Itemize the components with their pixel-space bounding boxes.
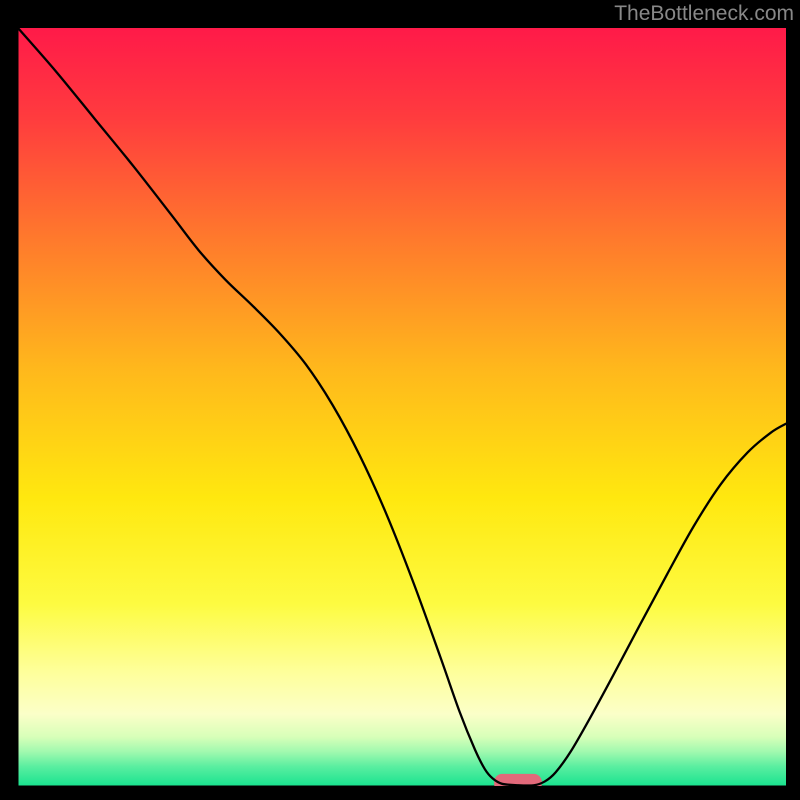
- chart-background: [18, 28, 786, 786]
- bottleneck-chart: [18, 28, 786, 786]
- watermark-text: TheBottleneck.com: [614, 2, 794, 26]
- chart-container: [18, 28, 786, 786]
- page-root: TheBottleneck.com: [0, 0, 800, 800]
